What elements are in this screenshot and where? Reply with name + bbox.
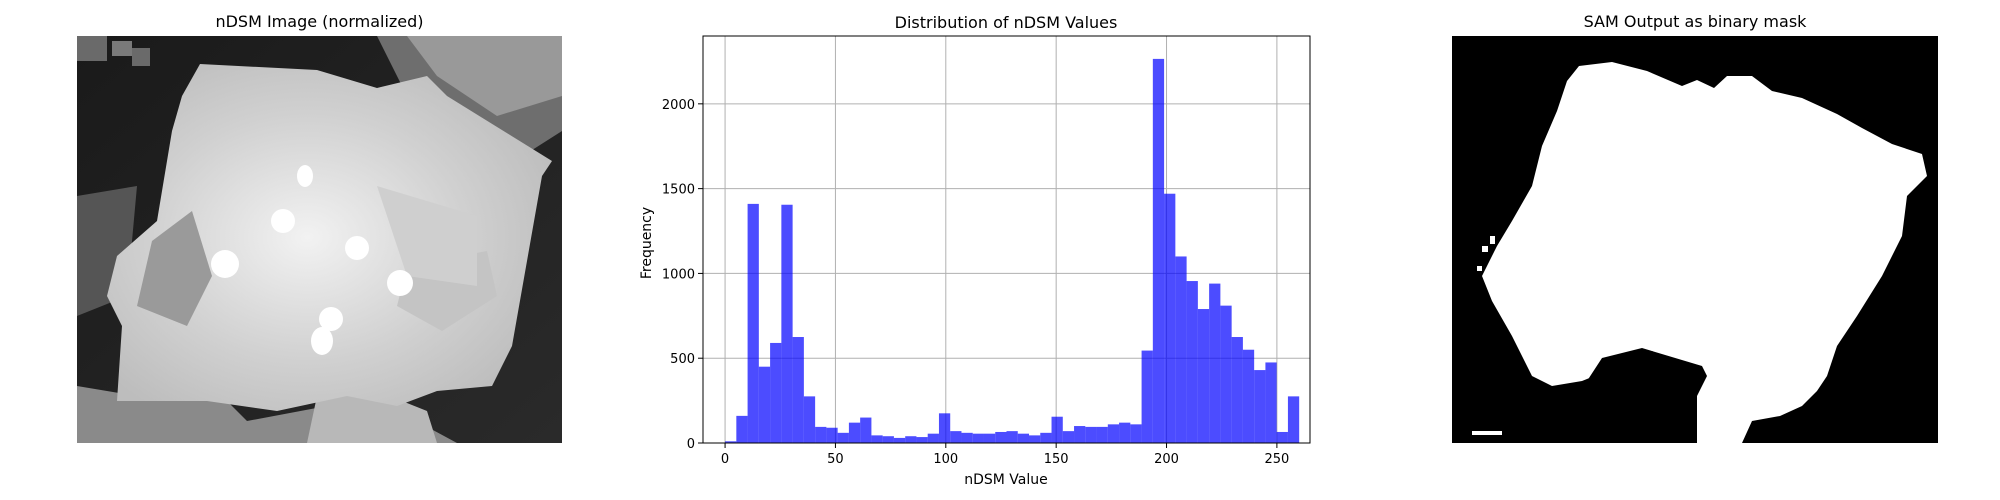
y-tick-label: 2000 <box>662 98 695 113</box>
x-tick-label: 100 <box>933 452 958 467</box>
y-axis-label: Frequency <box>639 207 655 279</box>
histogram-bar <box>1029 435 1041 443</box>
histogram-bar <box>826 427 838 443</box>
histogram-bar <box>1051 416 1063 443</box>
mask-image-title: SAM Output as binary mask <box>1583 12 1807 31</box>
histogram-bar <box>882 436 894 443</box>
x-tick-label: 50 <box>827 452 844 467</box>
plot-frame <box>702 35 1311 444</box>
ndsm-image <box>77 36 562 443</box>
histogram-bar <box>770 342 782 443</box>
histogram-bar <box>725 441 737 443</box>
histogram-bar <box>1006 431 1018 443</box>
histogram-bar <box>983 433 996 443</box>
histogram-bar <box>1040 432 1052 443</box>
histogram-bar <box>1085 426 1097 443</box>
histogram-bar <box>1164 193 1176 443</box>
histogram-bar <box>792 337 804 443</box>
histogram-bar <box>1265 362 1277 443</box>
histogram-bar <box>1209 283 1221 443</box>
histogram-bar <box>803 396 816 443</box>
y-tick-label: 500 <box>670 352 695 367</box>
histogram-bar <box>1141 350 1153 443</box>
histogram-bar <box>848 422 861 443</box>
histogram-bar <box>1231 337 1243 443</box>
chart-title: Distribution of nDSM Values <box>895 13 1118 32</box>
histogram-bar <box>938 413 951 443</box>
histogram-bar <box>927 433 939 443</box>
histogram-bar <box>905 436 917 443</box>
histogram-bar <box>1107 424 1120 443</box>
x-axis-label: nDSM Value <box>964 472 1048 488</box>
x-tick-label: 0 <box>721 452 729 467</box>
binary-mask-image <box>1452 36 1938 443</box>
histogram-bar <box>758 366 771 443</box>
histogram-bar <box>860 417 872 443</box>
histogram-bar <box>1074 426 1086 443</box>
histogram-bar <box>972 433 984 443</box>
histogram-bar <box>1017 433 1030 443</box>
x-tick-label: 150 <box>1044 452 1069 467</box>
histogram-bar <box>747 203 759 443</box>
histogram-bar <box>1242 349 1255 443</box>
y-tick-label: 1000 <box>662 267 695 282</box>
histogram-bar <box>837 432 849 443</box>
histogram-bar <box>871 435 883 443</box>
histogram-bar <box>950 431 962 443</box>
histogram-bar <box>995 431 1007 443</box>
histogram-bar <box>1119 422 1131 443</box>
histogram-bar <box>1152 58 1165 444</box>
histogram-bar <box>1197 309 1210 443</box>
histogram-bar <box>893 437 906 443</box>
histogram-bar <box>1276 431 1288 443</box>
ndsm-image-title: nDSM Image (normalized) <box>215 12 424 31</box>
histogram-bar <box>916 437 928 443</box>
histogram-bar <box>1062 431 1075 443</box>
histogram-bar <box>1130 424 1142 443</box>
histogram-bar <box>1175 256 1187 443</box>
histogram-bar <box>1254 370 1266 443</box>
histogram-bar <box>815 426 827 443</box>
histogram-bar <box>1220 305 1232 443</box>
histogram-bar <box>1186 281 1198 443</box>
y-tick-label: 1500 <box>662 183 695 198</box>
histogram-bar <box>736 415 748 443</box>
histogram-bar <box>1287 396 1300 443</box>
y-tick-label: 0 <box>687 437 695 452</box>
histogram-bar <box>961 432 973 443</box>
x-tick-label: 200 <box>1154 452 1179 467</box>
histogram-bar <box>1096 426 1108 443</box>
histogram-bar <box>781 204 793 443</box>
x-tick-label: 250 <box>1264 452 1289 467</box>
